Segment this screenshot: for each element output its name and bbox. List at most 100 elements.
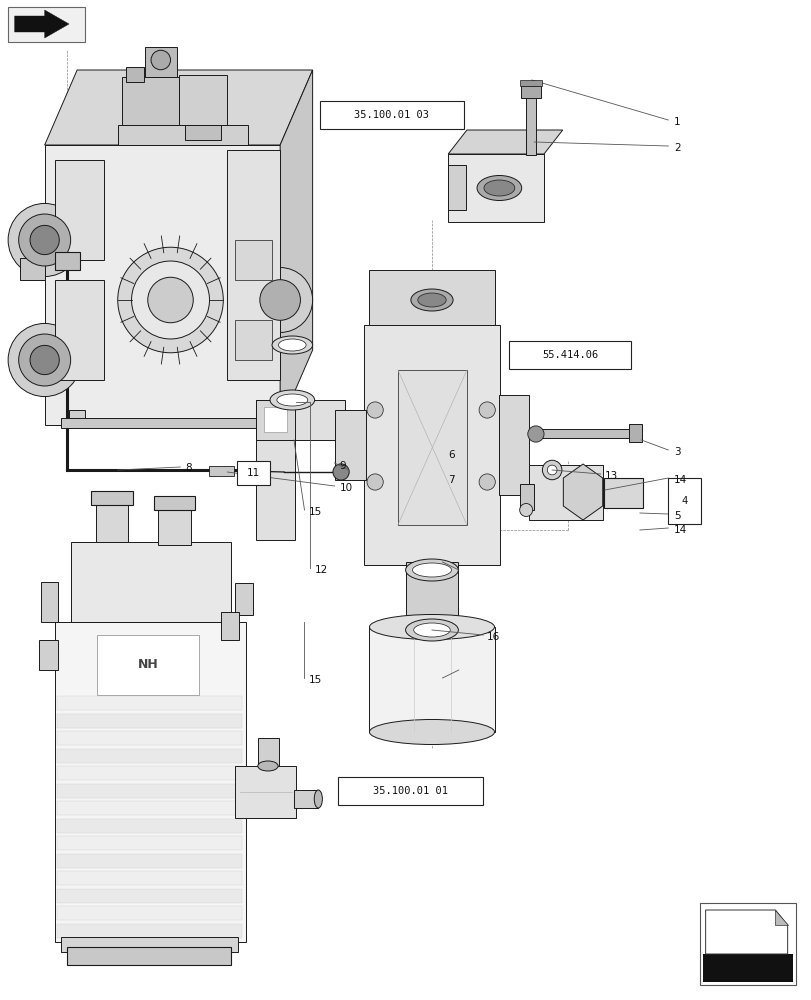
Text: 55.414.06: 55.414.06 <box>541 350 598 360</box>
Bar <box>57 801 242 815</box>
Bar <box>57 696 242 710</box>
Bar <box>118 125 247 145</box>
Text: 7: 7 <box>448 475 454 485</box>
Bar <box>69 410 85 425</box>
Polygon shape <box>8 7 85 42</box>
Bar <box>71 542 231 622</box>
Circle shape <box>30 225 59 255</box>
Ellipse shape <box>369 719 494 744</box>
Bar <box>235 583 253 615</box>
Text: 2: 2 <box>673 143 680 153</box>
Circle shape <box>367 474 383 490</box>
Ellipse shape <box>258 761 277 771</box>
Bar <box>235 320 272 360</box>
Bar <box>702 954 792 982</box>
FancyBboxPatch shape <box>508 341 630 369</box>
Bar <box>57 784 242 798</box>
Text: 12: 12 <box>315 565 328 575</box>
Bar <box>519 80 542 86</box>
Bar <box>158 507 191 545</box>
Bar <box>258 738 278 766</box>
FancyBboxPatch shape <box>338 777 482 805</box>
Bar <box>603 478 642 508</box>
Circle shape <box>151 50 170 70</box>
Circle shape <box>547 465 556 475</box>
Bar <box>57 749 242 763</box>
Bar <box>235 240 272 280</box>
Bar <box>55 622 246 942</box>
Text: 11: 11 <box>247 468 260 478</box>
Bar <box>227 150 280 380</box>
Ellipse shape <box>272 336 312 354</box>
Bar <box>448 154 543 222</box>
Bar <box>144 47 177 77</box>
Circle shape <box>118 247 223 353</box>
Bar <box>535 429 637 438</box>
Ellipse shape <box>278 339 306 351</box>
Bar <box>369 270 495 325</box>
Bar <box>57 906 242 920</box>
Circle shape <box>260 280 300 320</box>
Bar <box>209 466 234 476</box>
Text: 15: 15 <box>308 675 321 685</box>
Bar <box>55 280 104 380</box>
Ellipse shape <box>414 623 450 637</box>
Text: 4: 4 <box>680 496 687 506</box>
Circle shape <box>148 277 193 323</box>
Ellipse shape <box>406 619 458 641</box>
Bar <box>526 95 535 155</box>
Bar <box>41 582 58 622</box>
Circle shape <box>519 504 532 516</box>
Text: 1: 1 <box>673 117 680 127</box>
Ellipse shape <box>314 790 322 808</box>
Circle shape <box>247 268 312 332</box>
Bar <box>221 612 238 640</box>
Polygon shape <box>45 70 312 145</box>
Bar <box>57 836 242 850</box>
Ellipse shape <box>369 614 494 640</box>
Bar <box>294 790 318 808</box>
Text: 13: 13 <box>604 471 617 481</box>
Bar <box>57 871 242 885</box>
Text: 14: 14 <box>673 475 686 485</box>
Bar <box>57 714 242 728</box>
Circle shape <box>8 323 81 397</box>
FancyBboxPatch shape <box>320 101 463 129</box>
Circle shape <box>131 261 209 339</box>
Circle shape <box>30 345 59 375</box>
Text: 6: 6 <box>448 450 454 460</box>
Polygon shape <box>705 910 787 954</box>
Bar <box>178 75 227 125</box>
Bar <box>57 924 242 938</box>
Bar <box>363 325 500 565</box>
Bar <box>61 418 255 428</box>
Text: 15: 15 <box>308 507 321 517</box>
Text: NH: NH <box>137 658 158 672</box>
Bar <box>185 125 221 140</box>
Bar <box>57 854 242 868</box>
Text: 35.100.01 01: 35.100.01 01 <box>372 786 448 796</box>
Text: 8: 8 <box>185 463 191 473</box>
Bar <box>406 562 457 620</box>
Text: 10: 10 <box>339 483 352 493</box>
FancyBboxPatch shape <box>667 478 700 524</box>
Circle shape <box>542 460 561 480</box>
Circle shape <box>478 402 495 418</box>
Bar <box>122 77 178 125</box>
Bar <box>448 165 466 210</box>
Circle shape <box>19 334 71 386</box>
Bar <box>45 145 280 425</box>
Polygon shape <box>280 70 312 425</box>
Bar <box>126 67 144 82</box>
Bar <box>57 766 242 780</box>
Bar <box>519 484 534 510</box>
Ellipse shape <box>410 289 453 311</box>
Bar <box>255 400 294 540</box>
Bar <box>57 731 242 745</box>
Circle shape <box>333 464 349 480</box>
FancyBboxPatch shape <box>237 461 269 485</box>
Bar <box>255 400 345 440</box>
Text: 14: 14 <box>673 525 686 535</box>
Bar <box>369 627 494 732</box>
Bar <box>699 903 795 985</box>
